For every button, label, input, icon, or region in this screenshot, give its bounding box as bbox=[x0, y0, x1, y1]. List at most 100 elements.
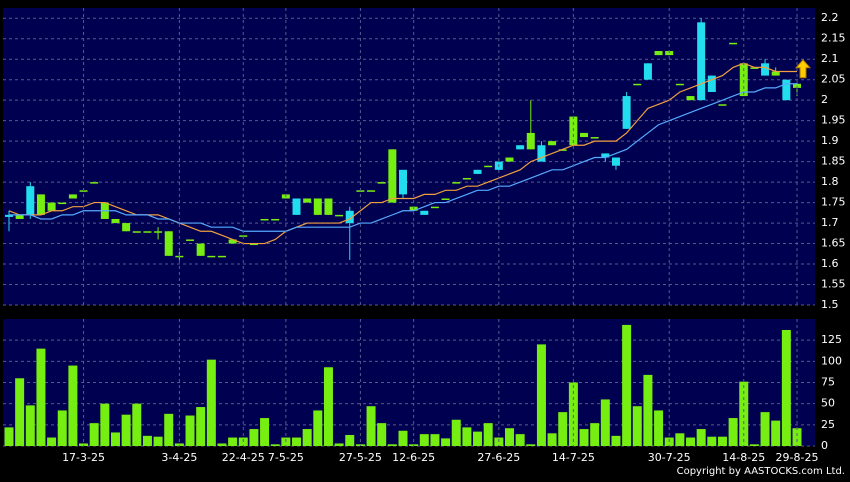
volume-bar bbox=[760, 412, 770, 446]
volume-bar bbox=[302, 429, 312, 446]
volume-bar bbox=[334, 443, 344, 446]
volume-bar bbox=[419, 434, 429, 446]
volume-bar bbox=[654, 410, 664, 446]
candle-body bbox=[611, 157, 620, 166]
candle-body bbox=[324, 198, 333, 215]
volume-bar bbox=[4, 427, 14, 446]
volume-bar bbox=[377, 423, 387, 446]
candle-body bbox=[143, 231, 152, 233]
x-tick-label: 27-6-25 bbox=[477, 451, 520, 464]
volume-bar bbox=[611, 435, 621, 446]
x-tick-label: 12-6-25 bbox=[392, 451, 435, 464]
candle-body bbox=[441, 198, 450, 200]
candle-body bbox=[196, 243, 205, 256]
candle-body bbox=[729, 42, 738, 45]
candle-body bbox=[111, 218, 120, 224]
candle-body bbox=[68, 194, 77, 199]
volume-bar bbox=[292, 437, 302, 446]
arrow-icon bbox=[794, 59, 812, 79]
candle-body bbox=[473, 169, 482, 174]
volume-bar bbox=[547, 433, 557, 446]
candle-body bbox=[558, 149, 567, 151]
candle-body bbox=[622, 96, 631, 129]
candle-body bbox=[420, 210, 429, 215]
y-tick-label: 2.2 bbox=[821, 11, 839, 24]
y-tick-label: 75 bbox=[821, 376, 835, 389]
x-tick-label: 14-7-25 bbox=[552, 451, 595, 464]
volume-bar bbox=[121, 414, 131, 446]
candle-body bbox=[26, 186, 35, 215]
volume-bar bbox=[79, 443, 89, 446]
volume-bar bbox=[568, 382, 578, 446]
candle-body bbox=[793, 83, 801, 88]
volume-bar bbox=[504, 428, 514, 446]
candle-body bbox=[686, 96, 695, 101]
candle-body bbox=[260, 218, 269, 221]
candle-body bbox=[782, 79, 791, 101]
candle-body bbox=[537, 145, 546, 162]
volume-bar bbox=[366, 406, 376, 446]
candle-body bbox=[36, 194, 45, 215]
volume-bar bbox=[728, 418, 738, 446]
volume-bar bbox=[25, 405, 35, 446]
y-tick-label: 1.65 bbox=[821, 237, 846, 250]
candle-body bbox=[356, 190, 365, 192]
volume-bar bbox=[345, 434, 355, 446]
volume-bar bbox=[89, 423, 99, 446]
volume-bar bbox=[132, 403, 142, 446]
candle-body bbox=[675, 83, 684, 86]
x-tick-label: 29-8-25 bbox=[776, 451, 819, 464]
x-tick-label: 14-8-25 bbox=[722, 451, 765, 464]
volume-bar bbox=[398, 430, 408, 446]
candle-body bbox=[771, 71, 780, 76]
y-tick-label: 1.7 bbox=[821, 216, 839, 229]
volume-bar bbox=[313, 410, 323, 446]
candle-body bbox=[697, 22, 706, 101]
volume-bar bbox=[558, 412, 568, 446]
volume-bar bbox=[526, 444, 536, 446]
volume-bar bbox=[792, 428, 802, 446]
candle-body bbox=[761, 63, 770, 76]
y-tick-label: 0 bbox=[821, 439, 828, 452]
volume-bar bbox=[430, 434, 440, 446]
candle-body bbox=[217, 255, 226, 258]
x-tick-label: 17-3-25 bbox=[62, 451, 105, 464]
y-tick-label: 125 bbox=[821, 333, 842, 346]
candle-body bbox=[249, 243, 258, 246]
candle-body bbox=[399, 169, 407, 195]
volume-bar bbox=[110, 432, 120, 446]
candle-body bbox=[292, 198, 301, 215]
volume-bar bbox=[57, 410, 67, 446]
volume-bar bbox=[100, 403, 110, 446]
volume-bar bbox=[68, 365, 78, 446]
candle-body bbox=[516, 145, 525, 150]
volume-bar bbox=[781, 330, 791, 446]
y-tick-label: 1.85 bbox=[821, 155, 846, 168]
y-tick-label: 2 bbox=[821, 93, 828, 106]
y-tick-label: 1.55 bbox=[821, 278, 846, 291]
candle-body bbox=[303, 198, 312, 203]
volume-bar bbox=[707, 436, 717, 446]
candle-body bbox=[739, 63, 748, 97]
volume-bar bbox=[643, 374, 653, 446]
volume-bar bbox=[217, 443, 227, 446]
volume-bar bbox=[686, 437, 696, 446]
candle-body bbox=[15, 214, 24, 219]
y-tick-label: 100 bbox=[821, 354, 842, 367]
candle-body bbox=[122, 223, 131, 232]
x-tick-label: 30-7-25 bbox=[648, 451, 691, 464]
volume-bar bbox=[717, 436, 727, 446]
volume-bar bbox=[387, 444, 397, 446]
candle-body bbox=[164, 231, 173, 256]
candle-body bbox=[452, 182, 461, 184]
x-tick-label: 27-5-25 bbox=[339, 451, 382, 464]
y-tick-label: 25 bbox=[821, 418, 835, 431]
y-tick-label: 2.1 bbox=[821, 52, 839, 65]
volume-bar bbox=[579, 429, 589, 446]
copyright: Copyright by AASTOCKS.com Ltd. bbox=[677, 466, 845, 477]
y-tick-label: 1.95 bbox=[821, 114, 846, 127]
candle-body bbox=[335, 214, 344, 217]
volume-bar bbox=[675, 433, 685, 446]
volume-bar bbox=[196, 407, 206, 446]
candle-body bbox=[707, 75, 716, 92]
